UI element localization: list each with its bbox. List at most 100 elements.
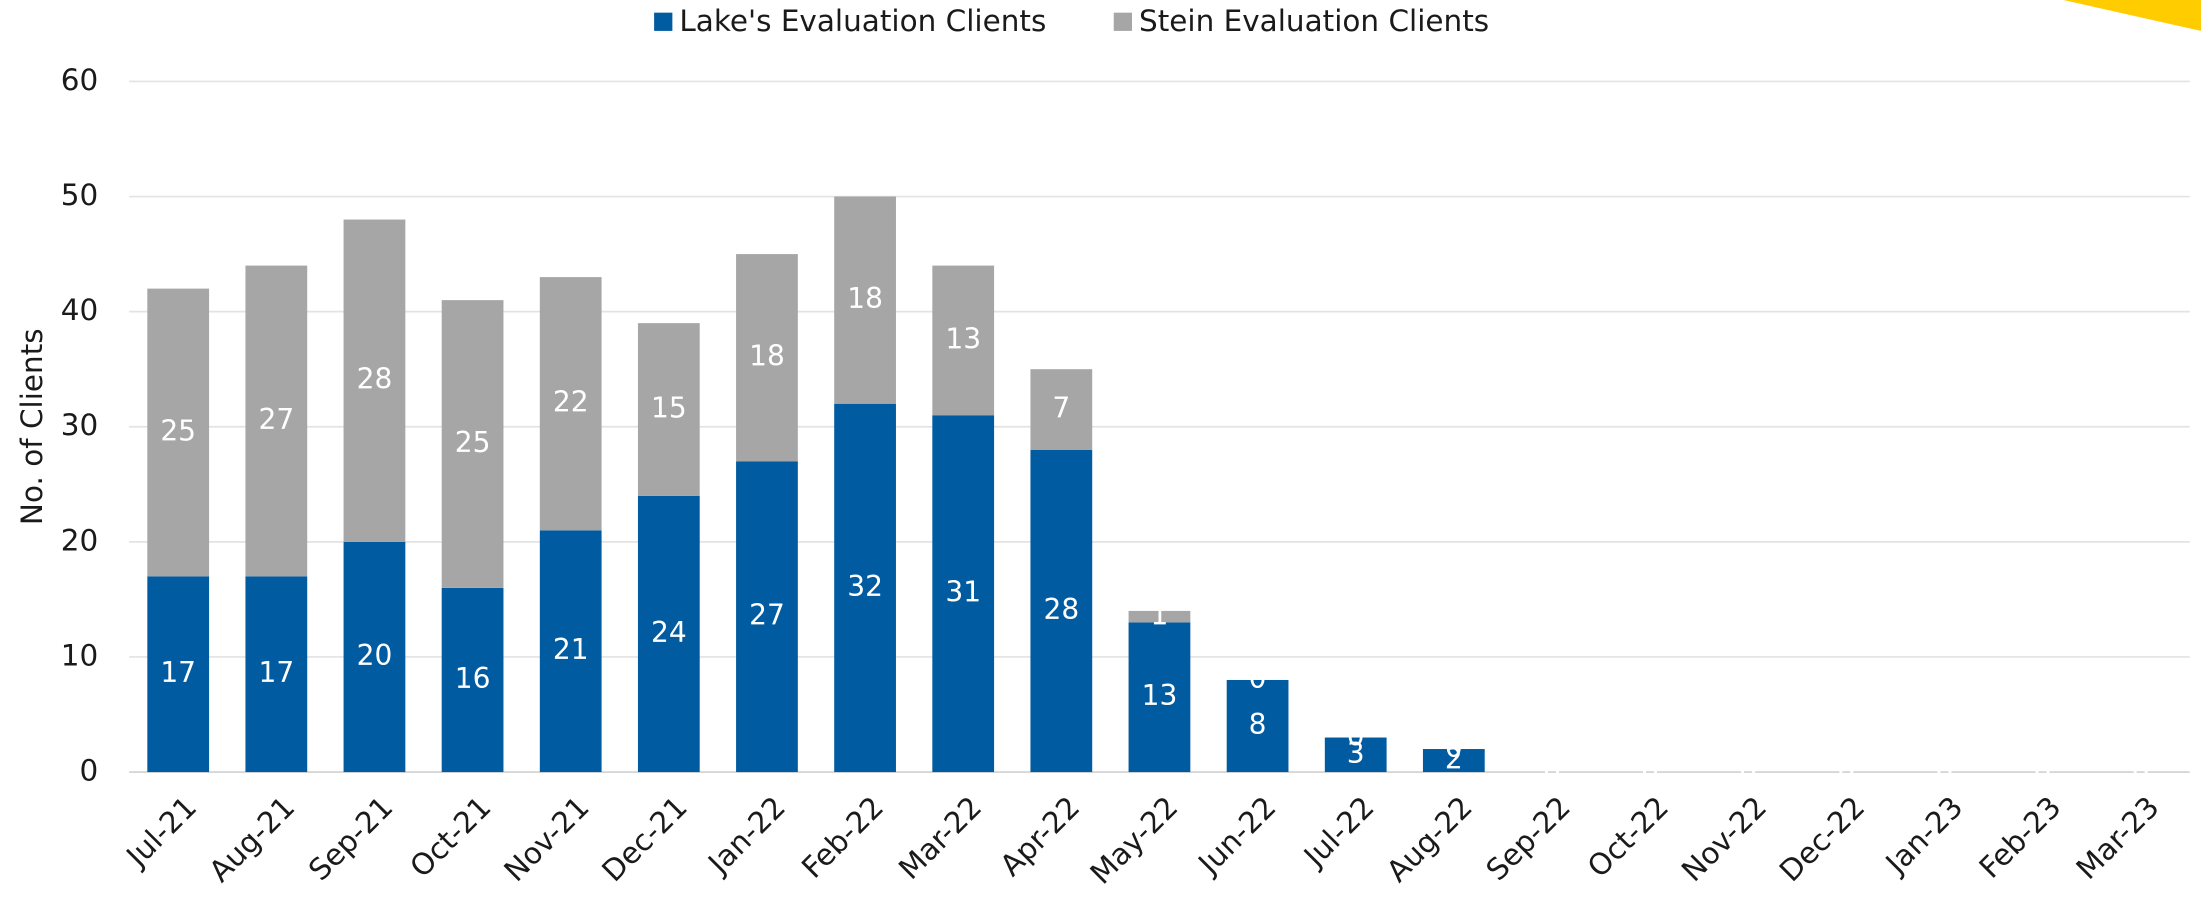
legend-swatch — [654, 12, 673, 31]
bar-segment — [539, 530, 602, 773]
data-label: 0 — [2034, 754, 2052, 787]
y-tick-label: 0 — [80, 754, 99, 788]
x-tick-label: Feb-22 — [795, 790, 890, 885]
data-label: 8 — [1249, 708, 1267, 741]
legend-swatch — [1113, 12, 1132, 31]
y-tick-label: 20 — [61, 523, 99, 557]
data-label: 20 — [357, 639, 393, 672]
bar-segment — [1030, 449, 1093, 773]
y-tick-label: 10 — [61, 638, 99, 672]
data-label: 28 — [357, 363, 393, 396]
decoration — [2063, 0, 2201, 31]
bar-segment — [441, 300, 504, 588]
data-label: 0 — [1739, 754, 1757, 787]
data-label: 13 — [945, 322, 981, 355]
data-label: 25 — [160, 414, 196, 447]
x-tick-label: Nov-21 — [498, 790, 596, 888]
x-tick-label: Jan-22 — [700, 790, 792, 882]
data-label: 21 — [553, 633, 589, 666]
x-tick-label: Aug-22 — [1380, 790, 1479, 889]
x-tick-label: Dec-21 — [595, 790, 693, 888]
x-tick-label: Jan-23 — [1878, 790, 1970, 882]
bar-segment — [343, 219, 406, 542]
bar-segment — [1324, 737, 1387, 773]
x-tick-label: Oct-22 — [1581, 790, 1675, 884]
data-label: 0 — [1543, 754, 1561, 787]
data-label: 0 — [1641, 754, 1659, 787]
bar-segment — [637, 323, 700, 496]
data-label: 0 — [1347, 720, 1365, 753]
bar-segment — [637, 495, 700, 773]
data-label: 0 — [1543, 754, 1561, 787]
x-tick-label: Sep-21 — [302, 790, 399, 887]
data-label: 2 — [1445, 743, 1463, 776]
data-label: 28 — [1043, 593, 1079, 626]
bar-segment — [736, 254, 798, 462]
bar-segment — [932, 265, 995, 416]
y-tick-label: 60 — [61, 63, 99, 97]
data-label: 18 — [847, 282, 883, 315]
data-label: 18 — [749, 340, 785, 373]
bar-segment — [736, 461, 798, 773]
x-tick-label: Sep-22 — [1480, 790, 1577, 887]
data-label: 0 — [1837, 754, 1855, 787]
legend-label: Stein Evaluation Clients — [1139, 4, 1489, 38]
x-tick-label: May-22 — [1084, 790, 1185, 891]
data-label: 15 — [651, 391, 687, 424]
data-label: 16 — [455, 662, 491, 695]
x-tick-label: Mar-22 — [892, 790, 988, 886]
bar-segment — [932, 415, 995, 773]
bar-segment — [343, 541, 406, 773]
data-label: 0 — [1249, 662, 1267, 695]
data-label: 0 — [1641, 754, 1659, 787]
data-label: 0 — [1445, 731, 1463, 764]
data-label: 0 — [1936, 754, 1954, 787]
data-label: 17 — [258, 656, 294, 689]
bar-segment — [245, 265, 308, 577]
data-label: 0 — [2132, 754, 2150, 787]
bar-segment — [147, 576, 210, 773]
x-tick-label: Oct-21 — [403, 790, 497, 884]
data-label: 31 — [945, 576, 981, 609]
data-label: 13 — [1142, 679, 1178, 712]
bar-segment — [1226, 679, 1289, 773]
bar-segment — [834, 196, 896, 404]
x-tick-label: Jul-21 — [119, 790, 204, 875]
data-label: 0 — [2034, 754, 2052, 787]
bar-segment — [245, 576, 308, 773]
bar-segment — [1030, 369, 1093, 450]
bar-segment — [147, 288, 210, 577]
bar-segment — [1128, 622, 1191, 773]
data-label: 32 — [847, 570, 883, 603]
y-tick-label: 30 — [61, 408, 99, 442]
bar-segment — [539, 277, 602, 531]
x-tick-label: Feb-23 — [1973, 790, 2068, 885]
data-label: 3 — [1347, 737, 1365, 770]
data-label: 0 — [1837, 754, 1855, 787]
data-label: 0 — [1739, 754, 1757, 787]
bar-segment — [1128, 610, 1191, 623]
data-label: 1 — [1151, 599, 1169, 632]
data-label: 0 — [1936, 754, 1954, 787]
data-label: 27 — [258, 403, 294, 436]
x-tick-label: Nov-22 — [1675, 790, 1773, 888]
bar-segment — [1422, 749, 1485, 773]
x-tick-label: Aug-21 — [203, 790, 302, 889]
bar-segment — [441, 587, 504, 773]
x-tick-label: Apr-22 — [994, 790, 1087, 883]
x-tick-label: Jul-22 — [1296, 790, 1381, 875]
legend-label: Lake's Evaluation Clients — [679, 4, 1046, 38]
y-axis-title: No. of Clients — [15, 328, 49, 525]
data-label: 24 — [651, 616, 687, 649]
y-tick-label: 50 — [61, 178, 99, 212]
data-label: 17 — [160, 656, 196, 689]
data-label: 7 — [1052, 391, 1070, 424]
x-tick-label: Dec-22 — [1773, 790, 1871, 888]
data-label: 22 — [553, 386, 589, 419]
bar-segment — [834, 403, 896, 773]
x-tick-label: Jun-22 — [1191, 790, 1283, 882]
data-label: 27 — [749, 599, 785, 632]
y-tick-label: 40 — [61, 293, 99, 327]
x-tick-label: Mar-23 — [2070, 790, 2166, 886]
